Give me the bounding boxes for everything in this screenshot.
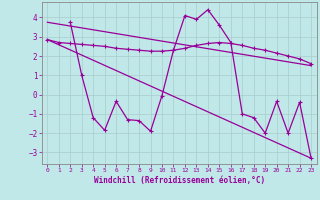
X-axis label: Windchill (Refroidissement éolien,°C): Windchill (Refroidissement éolien,°C)	[94, 176, 265, 185]
